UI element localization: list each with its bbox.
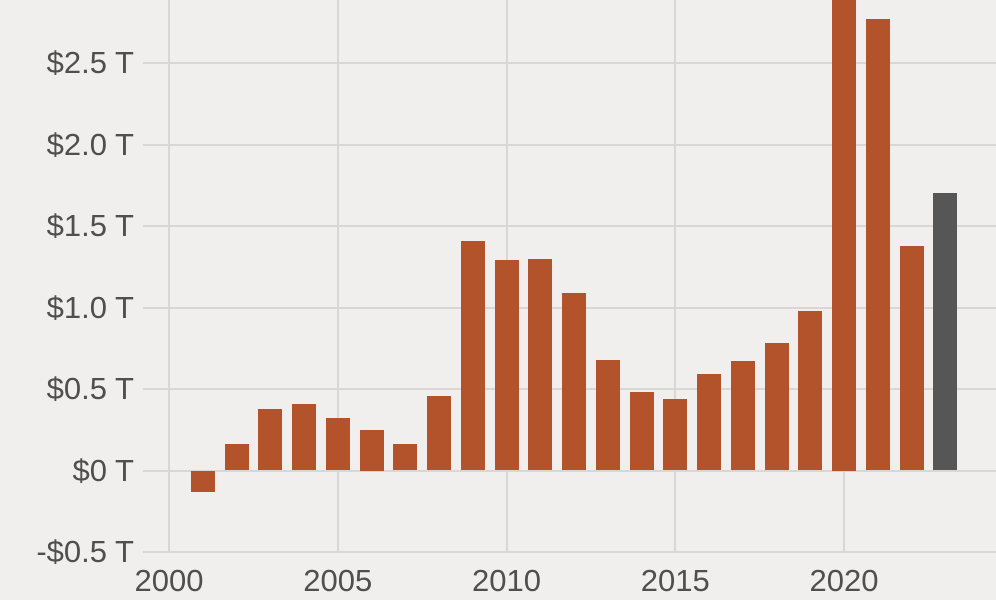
bar-2022 xyxy=(899,245,924,471)
bar-2009 xyxy=(460,240,485,471)
bar-2007 xyxy=(393,444,418,471)
bar-2021 xyxy=(865,18,890,471)
y-axis-tick-label: $2.5 T xyxy=(46,45,134,80)
bar-2016 xyxy=(697,374,721,471)
x-gridline-2000 xyxy=(168,0,170,552)
x-axis-tick-label: 2000 xyxy=(134,563,204,598)
bar-2010 xyxy=(494,260,519,471)
bar-2023 xyxy=(933,193,958,471)
bar-2001 xyxy=(190,470,215,492)
x-gridline-2005 xyxy=(336,0,339,552)
bar-2019 xyxy=(798,310,823,471)
bar-2018 xyxy=(764,343,789,471)
bar-2011 xyxy=(528,258,553,471)
bar-2002 xyxy=(224,444,249,471)
bar-2020 xyxy=(832,0,856,471)
x-gridline-2015 xyxy=(674,0,677,552)
bar-2006 xyxy=(359,429,384,471)
x-axis-tick-label: 2020 xyxy=(809,563,879,598)
y-axis-tick-label: $2.0 T xyxy=(46,126,134,162)
bar-2004 xyxy=(292,403,316,471)
bar-2014 xyxy=(629,392,654,471)
bar-2015 xyxy=(663,398,688,471)
y-gridline-$0 T xyxy=(143,469,996,472)
y-gridline-$1.5 T xyxy=(143,225,996,227)
bar-2017 xyxy=(730,361,755,471)
y-gridline--$0.5 T xyxy=(143,551,996,553)
x-axis-tick-label: 2005 xyxy=(303,563,373,598)
bar-2008 xyxy=(427,395,451,471)
bar-2003 xyxy=(258,408,283,471)
y-gridline-$2.5 T xyxy=(143,62,996,64)
y-axis-tick-label: $1.0 T xyxy=(46,289,134,325)
y-gridline-$2.0 T xyxy=(143,143,996,146)
bar-2013 xyxy=(595,359,620,471)
x-axis-tick-label: 2015 xyxy=(640,563,710,598)
x-axis-tick-label: 2010 xyxy=(472,563,541,598)
y-axis-tick-label: $0.5 T xyxy=(46,371,134,406)
bar-2012 xyxy=(562,292,586,471)
y-axis-tick-label: $1.5 T xyxy=(46,208,134,243)
bar-2005 xyxy=(325,418,350,471)
y-axis-tick-label: -$0.5 T xyxy=(36,534,134,569)
y-axis-tick-label: $0 T xyxy=(72,452,134,488)
